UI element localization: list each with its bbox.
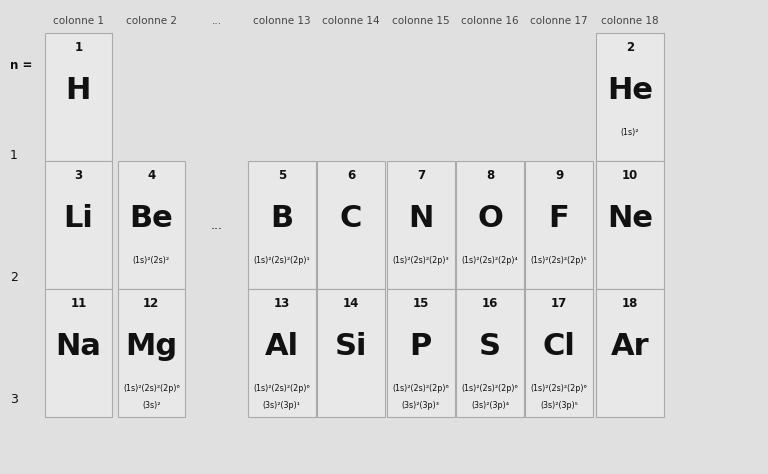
Text: 15: 15 [412,297,429,310]
Text: (1s)²(2s)²(2p)¹: (1s)²(2s)²(2p)¹ [253,256,310,265]
Text: Ar: Ar [611,331,649,361]
Bar [525,161,593,289]
Text: (1s)²(2s)²(2p)⁶: (1s)²(2s)²(2p)⁶ [462,384,518,393]
Bar [248,289,316,417]
Bar [45,161,112,289]
Text: colonne 1: colonne 1 [53,16,104,27]
Text: Ne: Ne [607,203,653,233]
Text: colonne 13: colonne 13 [253,16,311,27]
Text: 1: 1 [10,149,18,162]
Bar [317,289,385,417]
Text: (3s)²: (3s)² [142,401,161,410]
Text: 5: 5 [278,169,286,182]
Text: 13: 13 [273,297,290,310]
Text: colonne 15: colonne 15 [392,16,450,27]
Bar [596,33,664,161]
Bar [118,289,185,417]
Text: colonne 17: colonne 17 [530,16,588,27]
Text: 2: 2 [10,271,18,284]
Text: 4: 4 [147,169,155,182]
Text: 12: 12 [143,297,160,310]
Text: Cl: Cl [543,331,575,361]
Bar [118,161,185,289]
Text: Al: Al [265,331,299,361]
Text: Mg: Mg [125,331,177,361]
Text: 8: 8 [486,169,494,182]
Text: Li: Li [64,203,93,233]
Bar [387,161,455,289]
Text: 7: 7 [417,169,425,182]
Text: O: O [477,203,503,233]
Text: 2: 2 [626,41,634,54]
Bar [317,161,385,289]
Text: n =: n = [10,59,33,72]
Text: F: F [548,203,570,233]
Text: 6: 6 [347,169,355,182]
Text: H: H [65,75,91,105]
Text: (3s)²(3p)⁴: (3s)²(3p)⁴ [471,401,509,410]
Text: P: P [410,331,432,361]
Bar [596,161,664,289]
Text: He: He [607,75,653,105]
Text: ...: ... [211,16,222,27]
Text: (3s)²(3p)¹: (3s)²(3p)¹ [263,401,301,410]
Text: (1s)²(2s)²(2p)⁶: (1s)²(2s)²(2p)⁶ [123,384,180,393]
Bar [596,289,664,417]
Text: (1s)²(2s)²(2p)⁶: (1s)²(2s)²(2p)⁶ [392,384,449,393]
Text: colonne 14: colonne 14 [322,16,380,27]
Text: 1: 1 [74,41,82,54]
Bar [387,289,455,417]
Text: (1s)²: (1s)² [621,128,639,137]
Text: (1s)²(2s)²(2p)⁴: (1s)²(2s)²(2p)⁴ [462,256,518,265]
Text: 18: 18 [621,297,638,310]
Text: S: S [479,331,501,361]
Text: C: C [339,203,362,233]
Text: (1s)²(2s)²(2p)⁶: (1s)²(2s)²(2p)⁶ [531,384,588,393]
Text: N: N [408,203,434,233]
Text: 17: 17 [551,297,568,310]
Text: 16: 16 [482,297,498,310]
Bar [248,161,316,289]
Text: 9: 9 [555,169,563,182]
Text: (1s)²(2s)²: (1s)²(2s)² [133,256,170,265]
Text: (3s)²(3p)⁵: (3s)²(3p)⁵ [540,401,578,410]
Bar [456,289,524,417]
Text: Na: Na [55,331,101,361]
Text: B: B [270,203,293,233]
Text: 10: 10 [621,169,638,182]
Bar [45,289,112,417]
Text: colonne 16: colonne 16 [461,16,519,27]
Text: (1s)²(2s)²(2p)⁵: (1s)²(2s)²(2p)⁵ [531,256,588,265]
Text: (1s)²(2s)²(2p)³: (1s)²(2s)²(2p)³ [392,256,449,265]
Text: colonne 2: colonne 2 [126,16,177,27]
Text: (3s)²(3p)³: (3s)²(3p)³ [402,401,440,410]
Text: 11: 11 [70,297,87,310]
Bar [525,289,593,417]
Text: 3: 3 [10,392,18,406]
Text: colonne 18: colonne 18 [601,16,659,27]
Text: 3: 3 [74,169,82,182]
Text: (1s)²(2s)²(2p)⁶: (1s)²(2s)²(2p)⁶ [253,384,310,393]
Text: Si: Si [335,331,367,361]
Bar [456,161,524,289]
Text: 14: 14 [343,297,359,310]
Text: ...: ... [210,219,223,232]
Bar [45,33,112,161]
Text: Be: Be [130,203,173,233]
